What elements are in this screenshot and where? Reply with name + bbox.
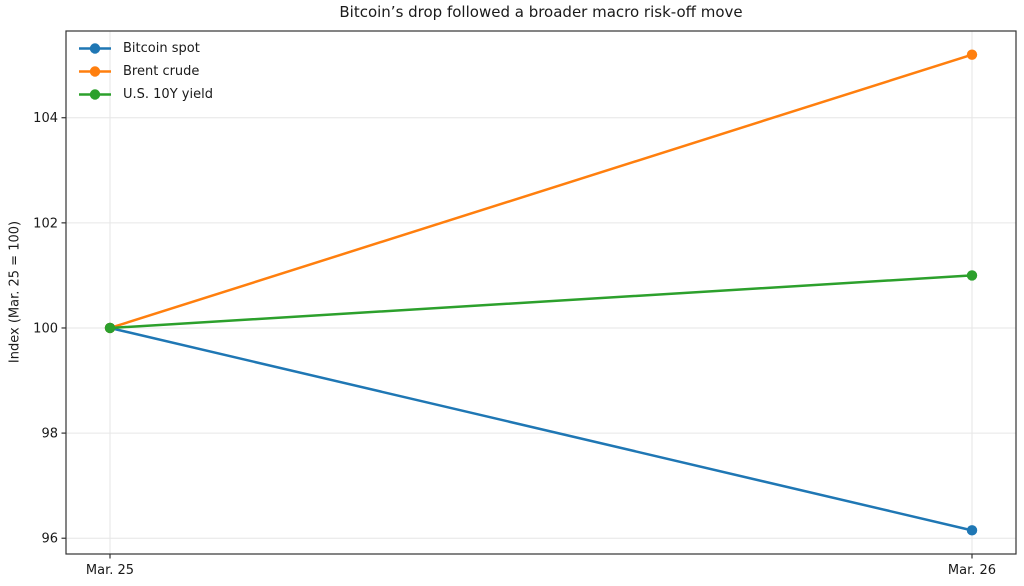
legend-item: U.S. 10Y yield <box>78 83 213 106</box>
data-point-marker <box>104 322 116 334</box>
series-line <box>108 274 974 330</box>
y-tick-label: 104 <box>33 111 58 126</box>
chart-title: Bitcoin’s drop followed a broader macro … <box>339 3 743 21</box>
y-tick-label: 96 <box>41 532 58 547</box>
legend-swatch <box>79 89 111 100</box>
legend-marker <box>89 66 101 77</box>
legend: Bitcoin spot Brent crude U.S. 10Y yield <box>78 37 213 106</box>
y-axis-label: Index (Mar. 25 = 100) <box>7 220 23 364</box>
series-line <box>108 53 974 330</box>
x-tick-label: Mar. 26 <box>948 563 996 578</box>
x-tick-label: Mar. 25 <box>86 563 134 578</box>
legend-label: Brent crude <box>123 64 200 79</box>
legend-swatch <box>79 66 111 77</box>
y-tick-label: 102 <box>33 216 58 231</box>
legend-item: Bitcoin spot <box>78 37 213 60</box>
legend-marker <box>89 89 101 100</box>
legend-item: Brent crude <box>78 60 213 83</box>
data-point-marker <box>966 525 978 536</box>
y-tick-label: 98 <box>41 427 58 442</box>
legend-marker <box>89 43 101 54</box>
plot-border <box>65 30 1017 555</box>
series-line <box>108 326 974 532</box>
data-point-marker <box>966 270 978 281</box>
legend-label: U.S. 10Y yield <box>123 87 213 102</box>
legend-label: Bitcoin spot <box>123 41 200 56</box>
data-point-marker <box>966 49 978 60</box>
legend-swatch <box>79 43 111 54</box>
y-tick-label: 100 <box>33 321 58 336</box>
